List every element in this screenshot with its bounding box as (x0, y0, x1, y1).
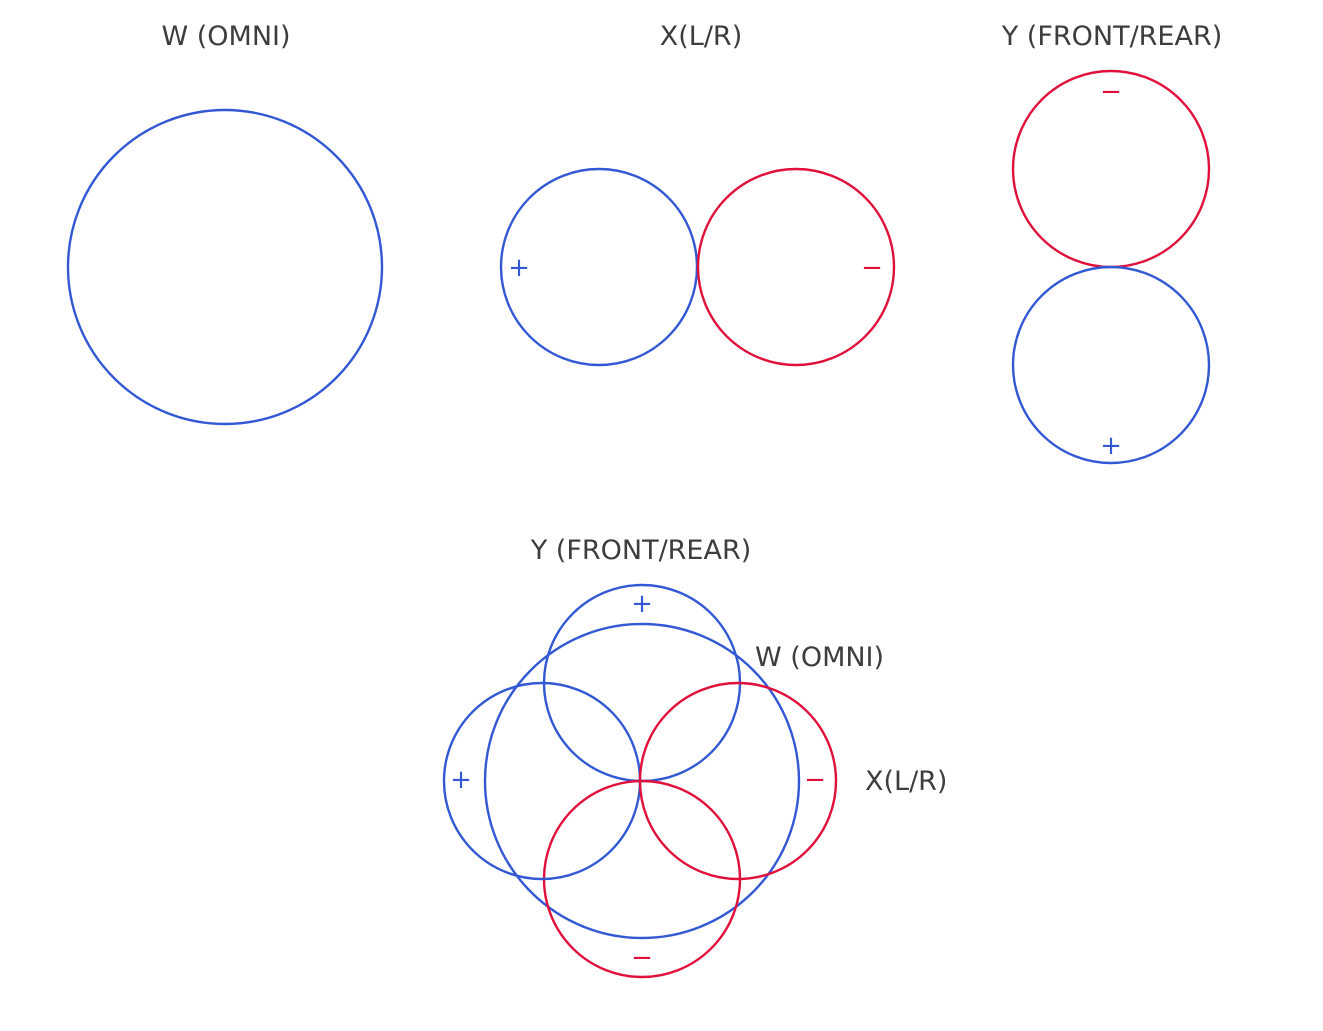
y-plus-sign: + (1100, 431, 1122, 461)
combined-x-negative-lobe (638, 681, 838, 881)
combined-y-plus-sign: + (631, 589, 653, 619)
w-title: W (OMNI) (161, 21, 290, 52)
w-omni-circle (66, 108, 384, 426)
y-minus-sign: − (1100, 77, 1122, 107)
combined-y-minus-sign: − (631, 943, 653, 973)
y-title: Y (FRONT/REAR) (1001, 21, 1223, 52)
combined-x-minus-sign: − (804, 765, 826, 795)
x-positive-lobe (499, 167, 699, 367)
combined-x-label: X(L/R) (865, 766, 947, 797)
combined-x-plus-sign: + (450, 765, 472, 795)
combined-w-label: W (OMNI) (755, 642, 884, 673)
combined-w-circle (483, 622, 801, 940)
x-negative-lobe (696, 167, 896, 367)
combined-x-positive-lobe (442, 681, 642, 881)
y-positive-lobe (1011, 265, 1211, 465)
x-title: X(L/R) (660, 21, 742, 52)
x-plus-sign: + (508, 253, 530, 283)
x-minus-sign: − (861, 253, 883, 283)
combined-y-label: Y (FRONT/REAR) (530, 535, 752, 566)
